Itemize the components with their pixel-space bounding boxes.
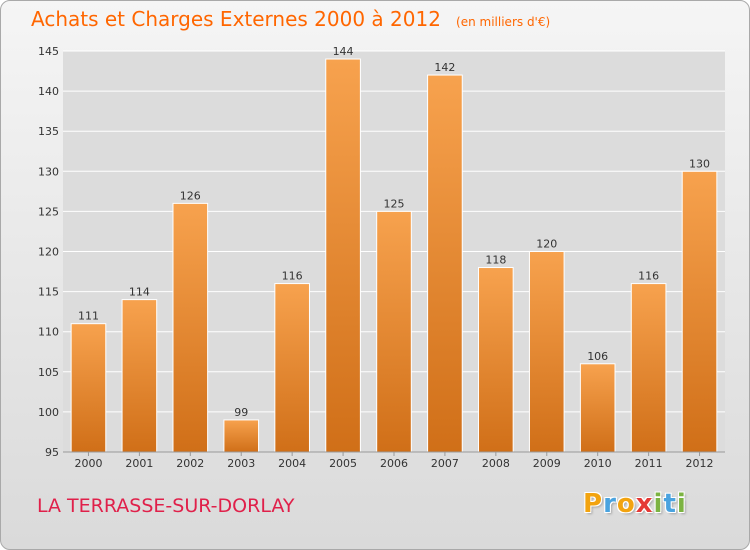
y-tick-label: 110 [38, 326, 59, 339]
bar-2004 [274, 283, 310, 453]
bar-2011 [630, 283, 667, 453]
value-label-2008: 118 [485, 254, 506, 267]
y-tick-label: 115 [38, 286, 59, 299]
value-label-2007: 142 [434, 61, 455, 74]
value-label-2005: 144 [333, 45, 354, 58]
y-tick-label: 135 [38, 125, 59, 138]
bar-2009 [528, 251, 565, 453]
value-label-2009: 120 [536, 238, 557, 251]
x-tick-label-2009: 2009 [533, 457, 561, 470]
value-label-2001: 114 [129, 286, 150, 299]
logo-letter: i [653, 489, 664, 519]
y-tick-label: 145 [38, 45, 59, 58]
x-tick-label-2011: 2011 [635, 457, 663, 470]
x-tick-label-2006: 2006 [380, 457, 408, 470]
logo-letter: P [583, 489, 604, 519]
proxiti-logo: Proxiti [583, 489, 687, 519]
x-tick-label-2002: 2002 [176, 457, 204, 470]
logo-letter: r [603, 489, 617, 519]
x-tick-label-2010: 2010 [584, 457, 612, 470]
chart-title: Achats et Charges Externes 2000 à 2012 [31, 7, 441, 31]
y-tick-label: 105 [38, 366, 59, 379]
x-tick-label-2008: 2008 [482, 457, 510, 470]
y-tick-label: 140 [38, 85, 59, 98]
value-label-2011: 116 [638, 270, 659, 283]
bar-2005 [325, 58, 361, 453]
bar-2001 [121, 299, 158, 453]
y-tick-label: 100 [38, 406, 59, 419]
bar-2010 [579, 363, 616, 453]
logo-letter: o [616, 489, 636, 519]
y-tick-label: 125 [38, 205, 59, 218]
value-label-2000: 111 [78, 310, 99, 323]
value-label-2004: 116 [282, 270, 303, 283]
value-label-2003: 99 [234, 406, 248, 419]
x-tick-label-2003: 2003 [227, 457, 255, 470]
bar-2006 [376, 210, 412, 453]
bar-2000 [70, 323, 107, 453]
bar-2007 [427, 74, 463, 453]
x-tick-label-2012: 2012 [686, 457, 714, 470]
bar-2008 [478, 267, 514, 453]
y-axis-ticks: 95 100 105 110 115 120 125 130 135 140 145 [38, 45, 59, 459]
location-name: LA TERRASSE-SUR-DORLAY [37, 495, 295, 517]
value-labels: 111 114 126 99 116 144 125 142 118 120 106 116 130 [78, 45, 710, 419]
value-label-2012: 130 [689, 157, 710, 170]
x-tick-label-2005: 2005 [329, 457, 357, 470]
logo-letter: i [676, 489, 687, 519]
bars [70, 58, 718, 453]
logo-letter: x [635, 489, 654, 519]
logo-letter: t [663, 489, 677, 519]
bar-2003 [223, 419, 260, 453]
y-tick-label: 95 [45, 446, 59, 459]
value-label-2010: 106 [587, 350, 608, 363]
bar-2002 [172, 202, 209, 453]
x-tick-label-2001: 2001 [125, 457, 153, 470]
x-tick-label-2000: 2000 [74, 457, 102, 470]
y-tick-label: 130 [38, 165, 59, 178]
x-tick-label-2007: 2007 [431, 457, 459, 470]
x-tick-label-2004: 2004 [278, 457, 306, 470]
value-label-2002: 126 [180, 189, 201, 202]
value-label-2006: 125 [384, 197, 405, 210]
title-row: Achats et Charges Externes 2000 à 2012 (… [31, 7, 550, 31]
bar-2012 [681, 170, 718, 453]
chart-unit: (en milliers d'€) [456, 15, 551, 29]
x-axis-ticks: 2000 2001 2002 2003 2004 2005 2006 2007 2008 2009… [74, 452, 714, 470]
y-tick-label: 120 [38, 246, 59, 259]
